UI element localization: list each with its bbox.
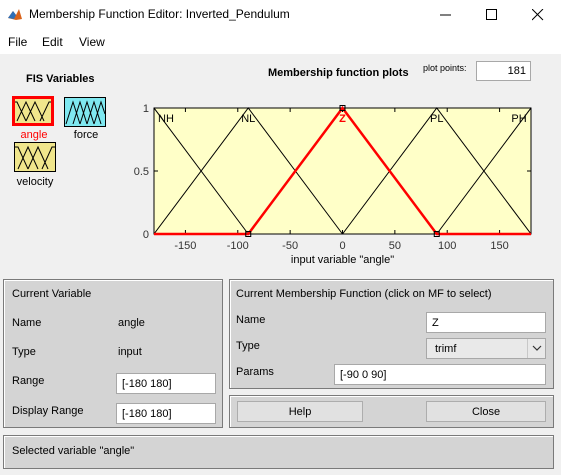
menu-view[interactable]: View xyxy=(79,35,105,49)
mf-name-label: Name xyxy=(236,314,266,326)
mf-triangles-icon xyxy=(15,145,55,170)
x-tick-label: -100 xyxy=(227,240,249,252)
range-input[interactable]: [-180 180] xyxy=(116,373,216,394)
variable-angle-label[interactable]: angle xyxy=(20,129,48,141)
variable-angle-box[interactable] xyxy=(12,96,54,126)
plot-title: Membership function plots xyxy=(268,67,409,79)
x-tick-label: -150 xyxy=(174,240,196,252)
x-tick-label: 150 xyxy=(490,240,508,252)
mf-vertex-handle xyxy=(245,231,252,237)
minimize-button[interactable] xyxy=(423,0,469,30)
close-window-button[interactable] xyxy=(515,0,561,30)
help-button[interactable]: Help xyxy=(237,401,363,422)
variable-name-label: Name xyxy=(12,317,42,329)
mf-label-ph: PH xyxy=(511,113,526,125)
x-tick-label: 50 xyxy=(389,240,401,252)
variable-type-value: input xyxy=(118,346,142,358)
mf-type-value: trimf xyxy=(435,343,457,355)
current-variable-title: Current Variable xyxy=(12,288,92,300)
window-title: Membership Function Editor: Inverted_Pen… xyxy=(29,7,290,21)
mf-vertex-handle xyxy=(339,105,346,111)
mf-curve-z[interactable] xyxy=(154,106,531,236)
button-panel: Help Close xyxy=(229,395,554,428)
close-button[interactable]: Close xyxy=(426,401,546,422)
mf-label-pl: PL xyxy=(430,113,443,125)
fis-variables-title: FIS Variables xyxy=(26,73,95,85)
display-range-label: Display Range xyxy=(12,405,84,417)
x-tick-label: 100 xyxy=(438,240,456,252)
mf-curve-pl[interactable] xyxy=(342,107,532,235)
current-mf-title: Current Membership Function (click on MF… xyxy=(236,288,492,300)
y-tick-label: 1 xyxy=(143,103,149,115)
mf-curve-nh[interactable] xyxy=(60,107,249,235)
x-tick-label: -50 xyxy=(282,240,298,252)
mf-label-nl: NL xyxy=(241,113,255,125)
matlab-app-icon xyxy=(7,7,23,23)
status-text: Selected variable "angle" xyxy=(12,445,135,457)
mf-label-nh: NH xyxy=(158,113,174,125)
plot-axes-box xyxy=(153,107,532,235)
variable-name-value: angle xyxy=(118,317,145,329)
editor-panels: Current Variable Name angle Type input R… xyxy=(0,267,561,475)
params-input[interactable]: [-90 0 90] xyxy=(334,364,546,385)
menu-bar: File Edit View xyxy=(0,30,561,54)
menu-edit[interactable]: Edit xyxy=(42,35,63,49)
status-panel: Selected variable "angle" xyxy=(3,435,554,469)
x-axis-label: input variable "angle" xyxy=(291,254,394,266)
plot-points-label: plot points: xyxy=(423,63,467,73)
mf-name-input[interactable]: Z xyxy=(426,312,546,333)
y-tick-label: 0.5 xyxy=(134,166,149,178)
mf-triangles-icon xyxy=(15,100,51,122)
figure-canvas: FIS Variables angle force velocity Membe… xyxy=(0,54,561,267)
variable-type-label: Type xyxy=(12,346,36,358)
mf-curve-nl[interactable] xyxy=(154,107,343,235)
variable-velocity-box[interactable] xyxy=(14,142,56,172)
params-label: Params xyxy=(236,366,274,378)
mf-curve-ph[interactable] xyxy=(436,107,561,235)
variable-force-label[interactable]: force xyxy=(73,129,99,141)
mf-vertex-handle xyxy=(433,231,440,237)
title-bar: Membership Function Editor: Inverted_Pen… xyxy=(0,0,561,30)
plot-points-input[interactable]: 181 xyxy=(476,61,531,81)
maximize-button[interactable] xyxy=(469,0,515,30)
y-tick-label: 0 xyxy=(143,229,149,241)
x-tick-label: 0 xyxy=(339,240,345,252)
current-mf-panel: Current Membership Function (click on MF… xyxy=(229,279,554,389)
chevron-down-icon xyxy=(527,339,545,358)
mf-triangles-icon xyxy=(65,100,106,125)
variable-force-box[interactable] xyxy=(64,97,106,127)
mf-type-dropdown[interactable]: trimf xyxy=(426,338,546,359)
variable-velocity-label[interactable]: velocity xyxy=(16,176,54,188)
current-variable-panel: Current Variable Name angle Type input R… xyxy=(3,279,223,428)
mf-label-z: Z xyxy=(339,113,346,125)
mf-type-label: Type xyxy=(236,340,260,352)
range-label: Range xyxy=(12,375,45,387)
membership-function-plot[interactable]: -150 -100 -50 0 50 100 150 0 0.5 1 input variable … xyxy=(0,54,561,267)
menu-file[interactable]: File xyxy=(8,35,28,49)
display-range-input[interactable]: [-180 180] xyxy=(116,403,216,424)
